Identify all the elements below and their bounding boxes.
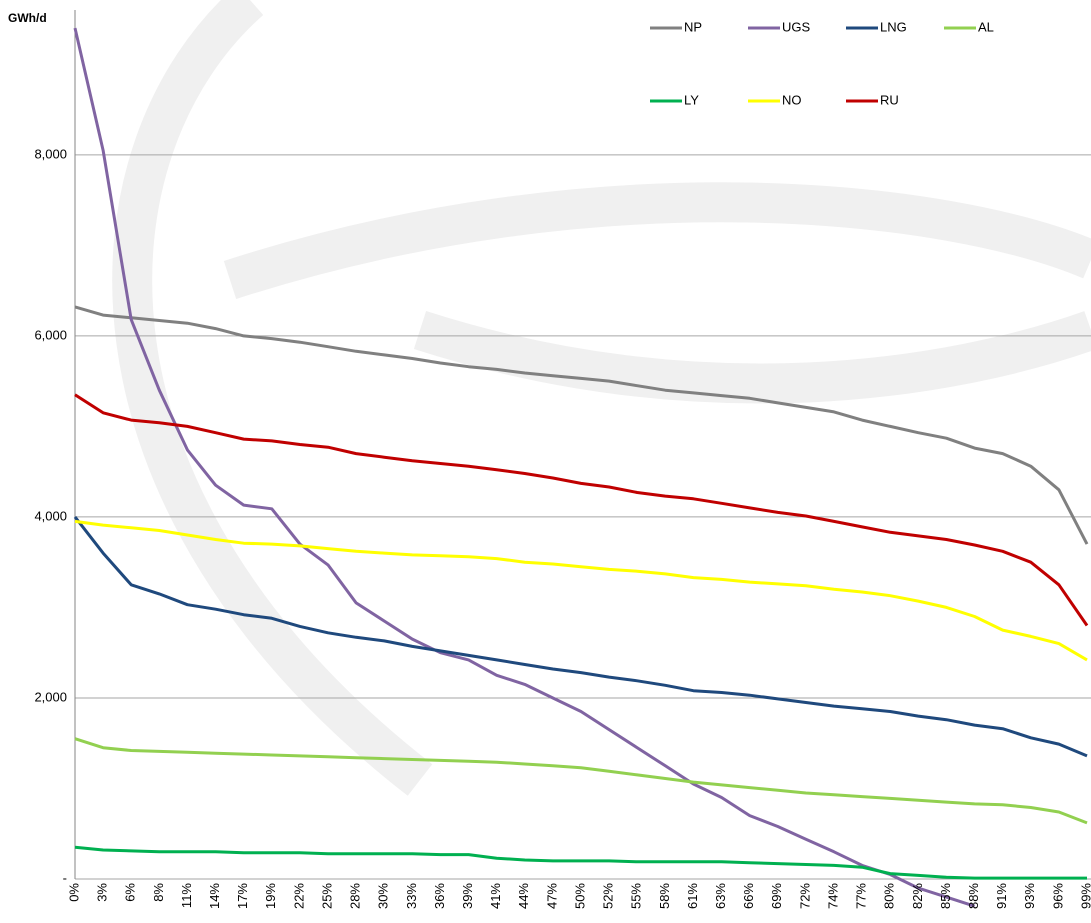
y-axis-label: GWh/d — [8, 11, 47, 25]
x-tick-label: 96% — [1050, 883, 1065, 909]
y-tick-label: 8,000 — [34, 146, 67, 161]
x-tick-label: 74% — [825, 883, 840, 909]
series-line — [74, 393, 1089, 627]
x-tick-label: 93% — [1022, 883, 1037, 909]
y-tick-label: 4,000 — [34, 508, 67, 523]
series-line — [74, 519, 1088, 662]
labels: - 2,000 4,000 6,000 8,000 0% 3% 6% 8% 11% 14% 17% 19… — [34, 19, 1091, 909]
x-tick-label: 69% — [769, 883, 784, 909]
grid — [74, 10, 1091, 880]
x-tick-label: 61% — [685, 883, 700, 909]
x-tick-label: 91% — [994, 883, 1009, 909]
series-line — [74, 737, 1088, 825]
legend-label: UGS — [782, 19, 811, 34]
x-tick-label: 66% — [741, 883, 756, 909]
x-tick-label: 58% — [657, 883, 672, 909]
series-line — [74, 305, 1089, 545]
x-tick-label: 50% — [572, 883, 587, 909]
series-line — [73, 27, 976, 908]
x-tick-label: 82% — [910, 883, 925, 909]
legend-label: NP — [684, 19, 702, 34]
x-tick-label: 99% — [1078, 883, 1091, 909]
x-tick-label: 33% — [404, 883, 419, 909]
x-tick-label: 88% — [966, 883, 981, 909]
x-tick-label: 25% — [319, 883, 334, 909]
x-tick-label: 3% — [95, 883, 110, 902]
x-tick-label: 14% — [207, 883, 222, 909]
y-tick-label: 6,000 — [34, 327, 67, 342]
x-tick-label: 36% — [432, 883, 447, 909]
series-line — [73, 515, 1088, 758]
x-tick-label: 19% — [263, 883, 278, 909]
x-tick-label: 55% — [629, 883, 644, 909]
x-tick-label: 30% — [376, 883, 391, 909]
x-tick-label: 63% — [713, 883, 728, 909]
lines — [73, 27, 1089, 908]
legend-label: LY — [684, 92, 699, 107]
y-tick-label: 2,000 — [34, 689, 67, 704]
x-tick-label: 22% — [291, 883, 306, 909]
x-tick-label: 8% — [151, 883, 166, 902]
x-tick-label: 80% — [882, 883, 897, 909]
y-tick-label: - — [63, 870, 67, 885]
legend-label: LNG — [880, 19, 907, 34]
x-tick-label: 39% — [460, 883, 475, 909]
x-tick-label: 77% — [854, 883, 869, 909]
x-tick-label: 52% — [601, 883, 616, 909]
x-tick-label: 72% — [797, 883, 812, 909]
x-tick-label: 85% — [938, 883, 953, 909]
x-tick-label: 47% — [544, 883, 559, 909]
x-tick-label: 17% — [235, 883, 250, 909]
x-tick-label: 44% — [516, 883, 531, 909]
watermark-arc — [413, 310, 1091, 404]
watermark-arc — [112, 0, 433, 796]
legend-label: AL — [978, 19, 994, 34]
x-tick-label: 6% — [123, 883, 138, 902]
legend-label: NO — [782, 92, 802, 107]
x-tick-label: 11% — [179, 883, 194, 908]
watermark-arc — [223, 182, 1091, 300]
legend-label: RU — [880, 92, 899, 107]
series-line — [74, 845, 1087, 880]
x-tick-label: 41% — [488, 883, 503, 909]
x-tick-label: 0% — [66, 883, 81, 902]
watermark — [112, 0, 1091, 796]
x-tick-label: 28% — [348, 883, 363, 909]
